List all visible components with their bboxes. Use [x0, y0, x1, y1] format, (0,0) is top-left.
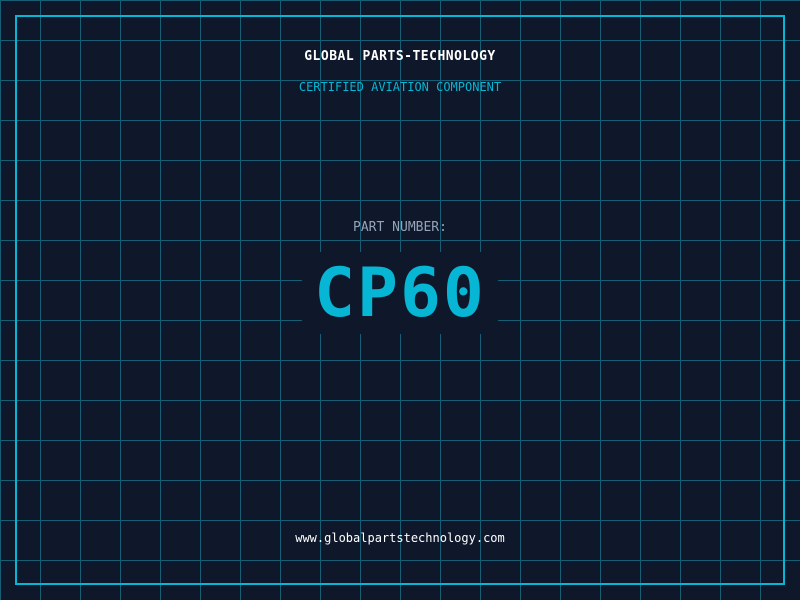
card-border [15, 15, 785, 585]
part-number-label: PART NUMBER: [353, 220, 447, 235]
certification-subtitle: CERTIFIED AVIATION COMPONENT [298, 80, 502, 94]
part-number-backdrop [302, 252, 498, 334]
website-url: www.globalpartstechnology.com [295, 531, 505, 545]
company-name: GLOBAL PARTS-TECHNOLOGY [304, 49, 496, 64]
part-number: CP60 [314, 254, 486, 333]
